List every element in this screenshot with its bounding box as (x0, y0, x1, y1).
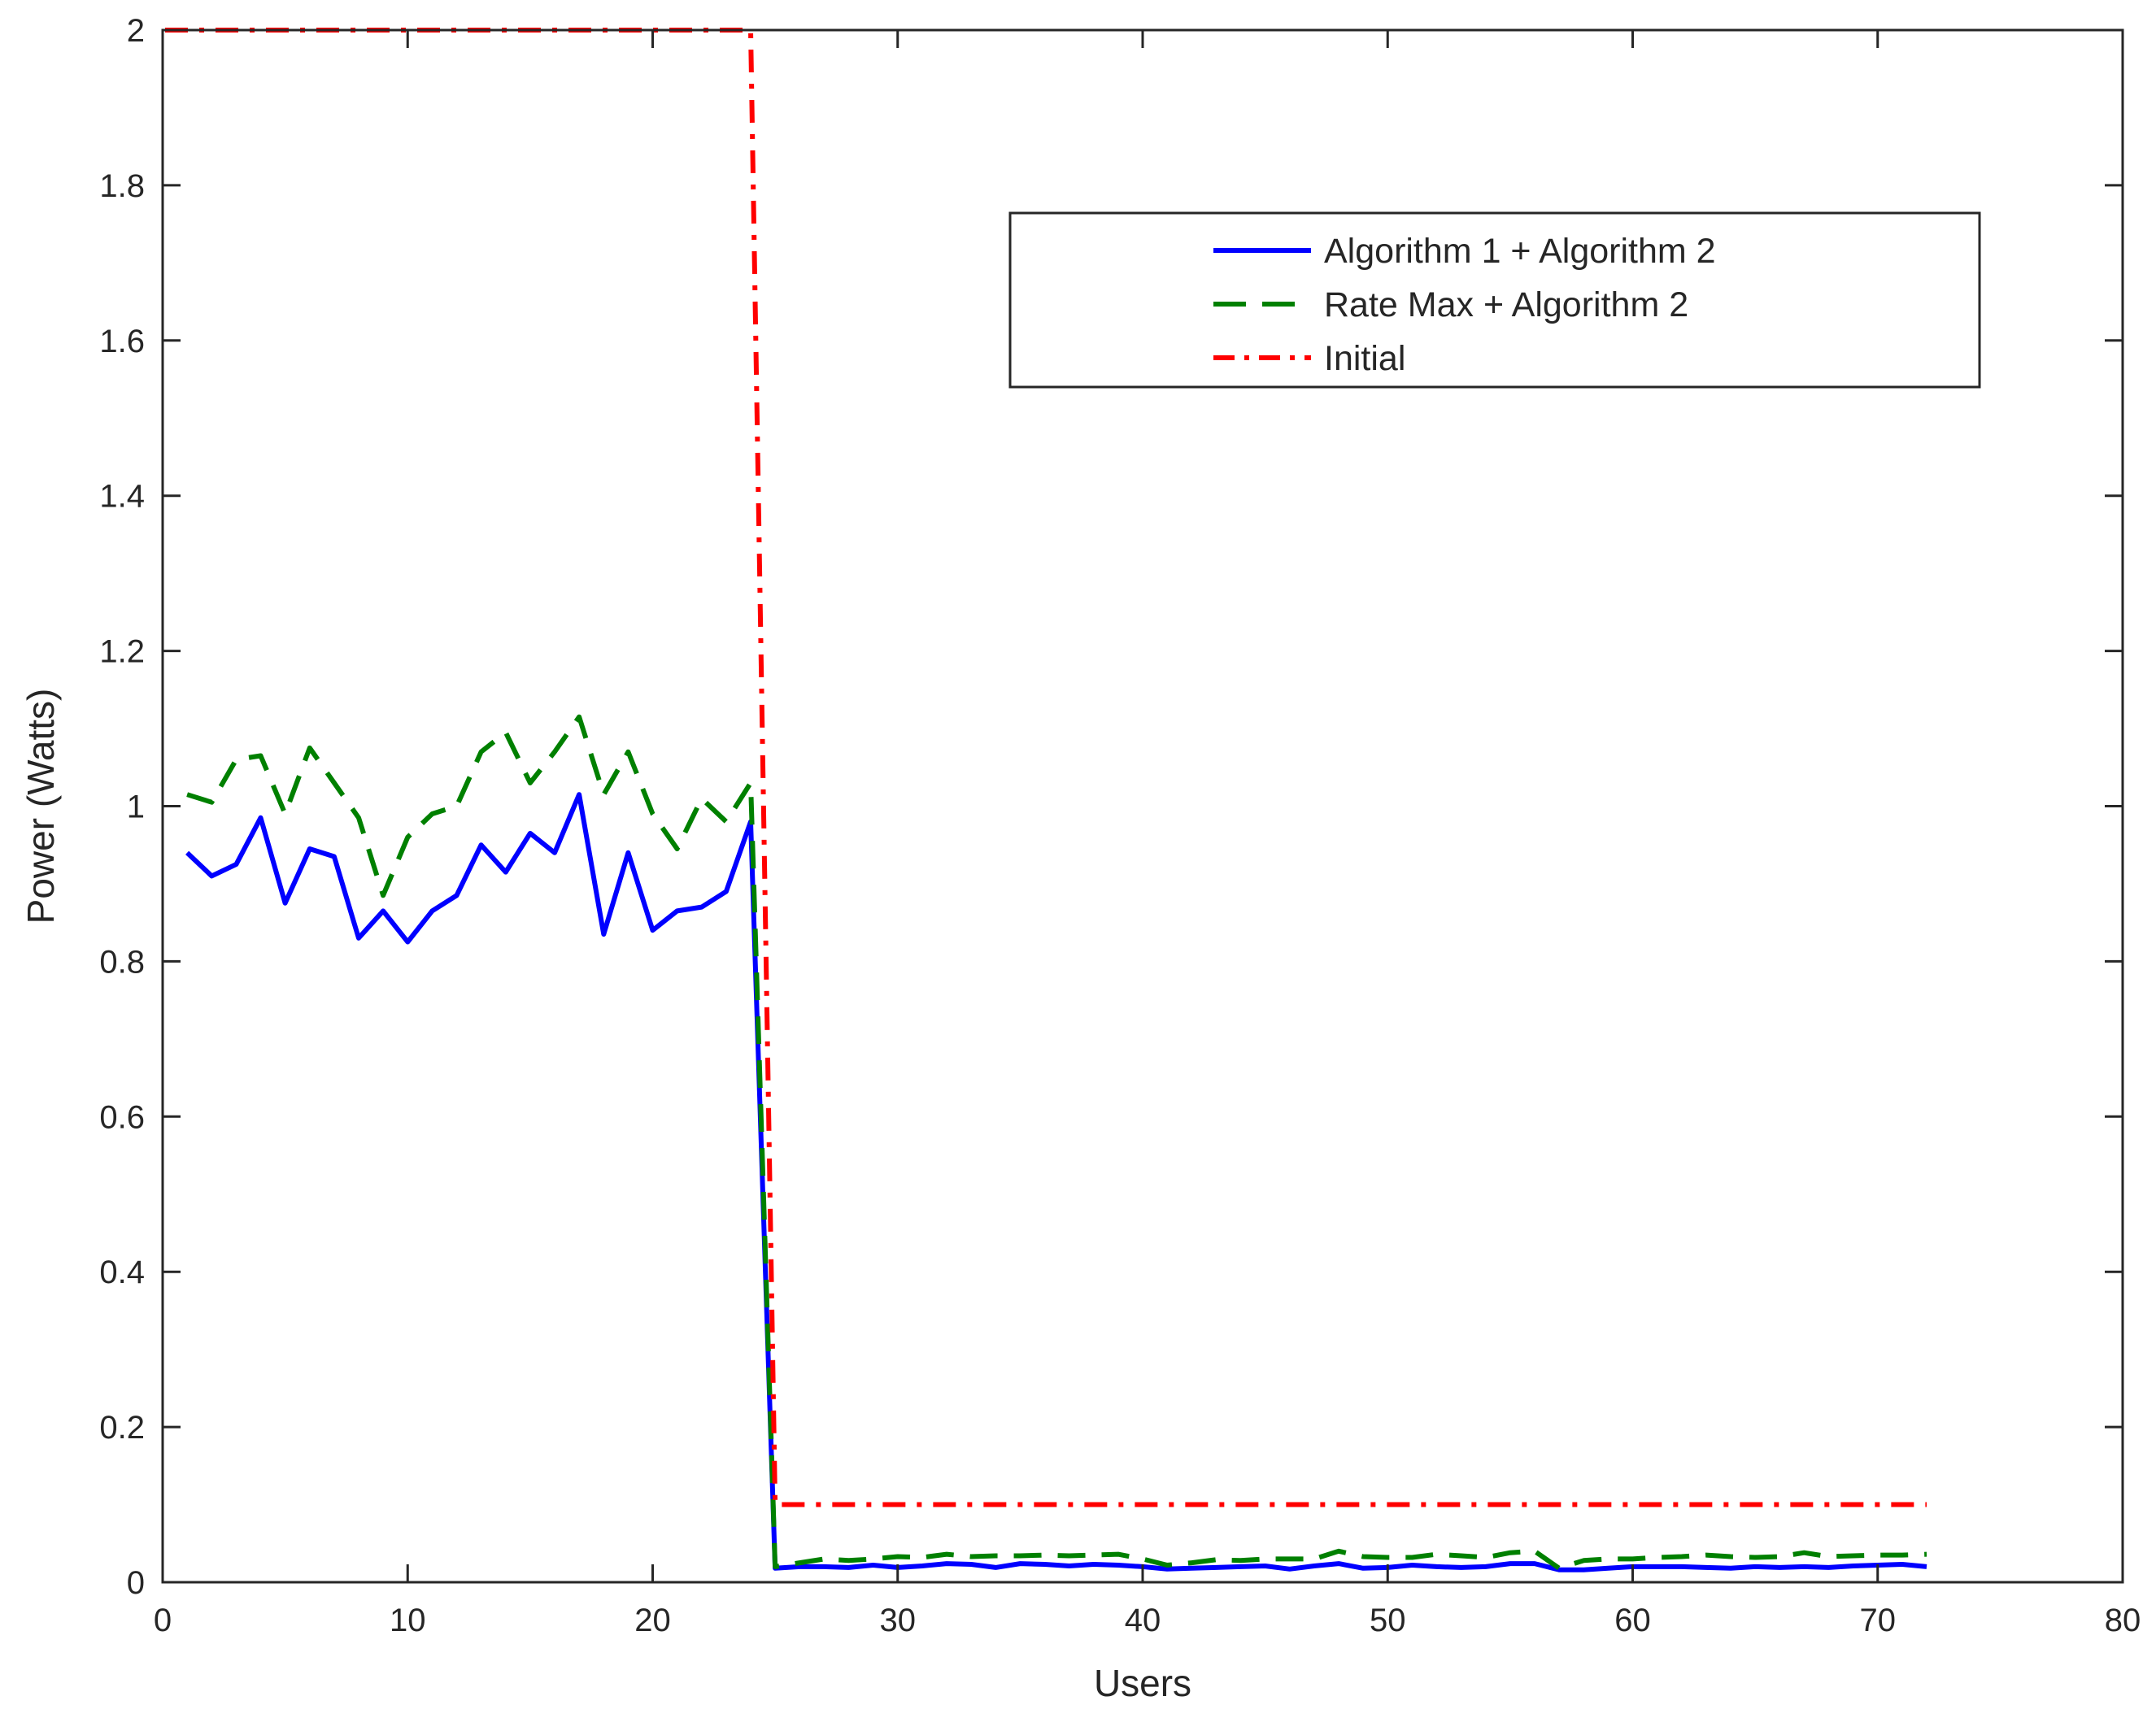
x-tick-label: 60 (1614, 1603, 1651, 1638)
legend-label-2: Rate Max + Algorithm 2 (1324, 285, 1688, 324)
y-tick-label: 2 (127, 13, 145, 49)
y-tick-label: 1.2 (99, 634, 145, 670)
legend: Algorithm 1 + Algorithm 2 Rate Max + Algo… (1008, 211, 1981, 389)
series-line-3 (165, 28, 1927, 1507)
x-tick-label: 70 (1860, 1603, 1897, 1638)
y-tick-label: 1.6 (99, 324, 145, 359)
series-line-2 (186, 714, 1927, 1571)
y-tick-label: 0.2 (99, 1410, 145, 1446)
series-line-1 (185, 792, 1927, 1572)
x-tick-label: 0 (154, 1603, 172, 1638)
x-tick-label: 80 (2105, 1603, 2141, 1638)
axis-ticks: 0 10 20 30 40 50 60 70 80 0 0.2 0.4 0.6 0.8 1 1.2 1.4 1.6… (99, 13, 2141, 1638)
x-tick-label: 40 (1125, 1603, 1161, 1638)
legend-box (1008, 211, 1981, 389)
x-tick-label: 10 (390, 1603, 426, 1638)
x-tick-label: 50 (1370, 1603, 1406, 1638)
y-axis-label: Power (Watts) (20, 689, 62, 924)
y-tick-label: 0.8 (99, 944, 145, 980)
y-tick-label: 1 (127, 789, 145, 825)
x-tick-label: 20 (634, 1603, 671, 1638)
x-axis-label: Users (1094, 1662, 1191, 1704)
y-tick-label: 0.6 (99, 1099, 145, 1135)
y-tick-label: 1.4 (99, 479, 145, 515)
plot-marks (165, 28, 1927, 1572)
legend-label-3: Initial (1324, 339, 1405, 378)
x-tick-label: 30 (880, 1603, 917, 1638)
y-tick-label: 0 (127, 1565, 145, 1601)
y-tick-label: 0.4 (99, 1255, 145, 1290)
legend-label-1: Algorithm 1 + Algorithm 2 (1324, 232, 1716, 271)
y-tick-label: 1.8 (99, 168, 145, 204)
